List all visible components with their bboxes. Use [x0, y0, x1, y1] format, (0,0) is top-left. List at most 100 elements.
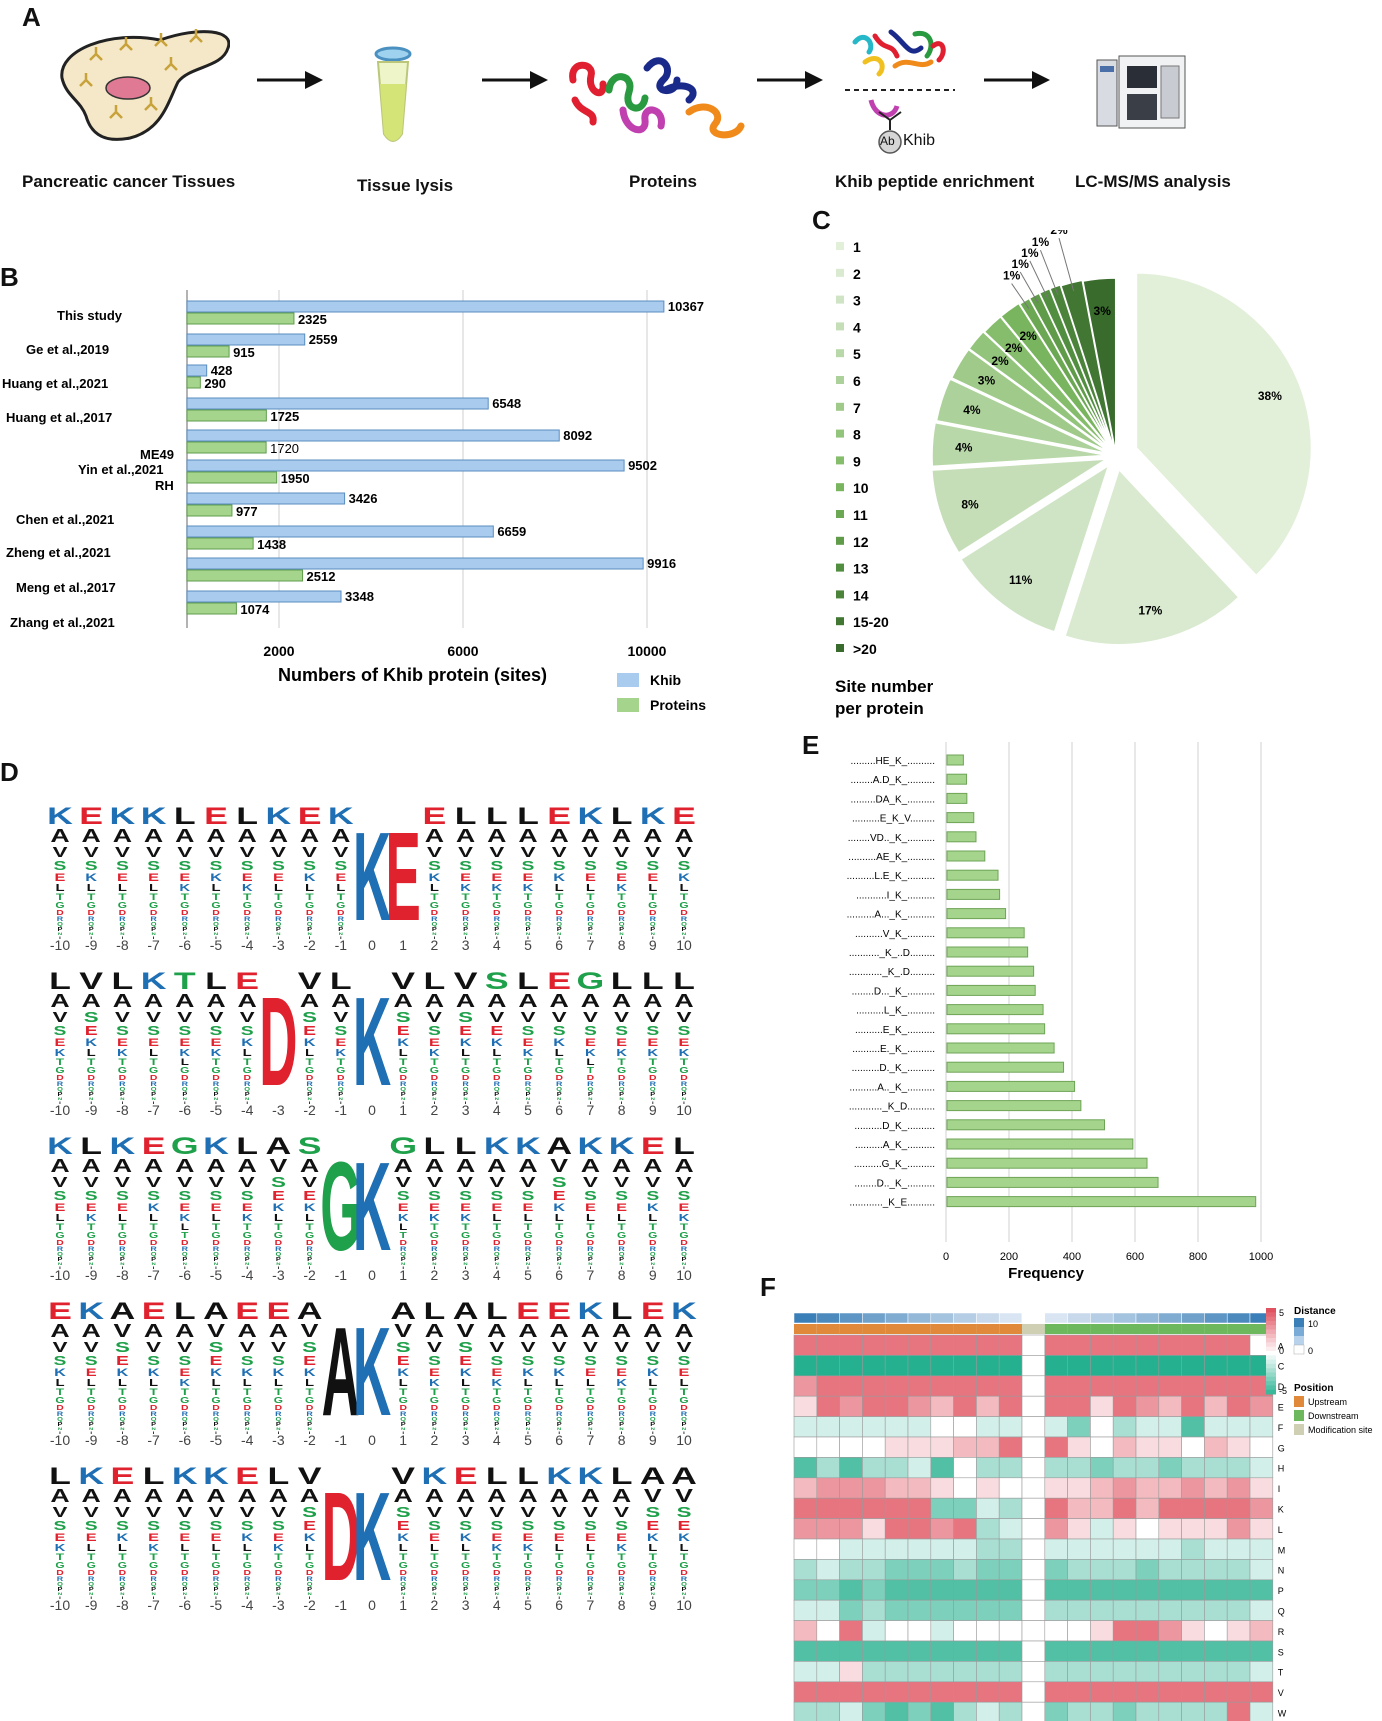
logo-letter: E [429, 1366, 440, 1379]
logo-letter: I [309, 936, 311, 941]
logo-letter: I [465, 1266, 467, 1271]
heatmap-cell [1067, 1559, 1091, 1581]
logo-letter: S [178, 1518, 191, 1533]
logo-letter: P [619, 1257, 625, 1263]
logo-letter: I [90, 1596, 92, 1601]
logo-letter: T [462, 1223, 470, 1233]
logo-letter: E [272, 1188, 285, 1203]
logo-letter: V [552, 1339, 567, 1356]
logo-letter: E [211, 1531, 222, 1544]
logo-letter: E [397, 1023, 410, 1038]
heatmap-cell [998, 1375, 1023, 1397]
heatmap-cell [1226, 1538, 1251, 1560]
heatmap-cell [1067, 1334, 1091, 1356]
logo-letter: E [142, 1132, 166, 1159]
position-tick-label: 9 [649, 1102, 657, 1118]
logo-letter: A [518, 1155, 537, 1176]
logo-letter: D [462, 1239, 470, 1247]
logo-letter: E [678, 1518, 691, 1533]
logo-letter: P [214, 1587, 220, 1593]
logo-letter: K [429, 1212, 441, 1223]
logo-letter: K [304, 1366, 316, 1379]
heatmap-cell [816, 1395, 840, 1417]
legend-swatch [836, 644, 844, 652]
logo-letter: P [682, 1092, 688, 1098]
legend-swatch [836, 510, 844, 518]
legend-label: 1 [853, 239, 861, 255]
heatmap-cell [907, 1477, 932, 1499]
heatmap-cell [1204, 1395, 1228, 1417]
logo-letter: L [49, 967, 71, 994]
logo-letter: G [577, 967, 605, 994]
logo-letter: N [526, 1592, 531, 1597]
logo-letter: D [119, 1404, 127, 1412]
heatmap-cell [862, 1538, 886, 1560]
scale-label: -5 [1279, 1386, 1287, 1396]
logo-letter: G [55, 1232, 64, 1241]
logo-letter: E [55, 1036, 66, 1049]
y-category-label: .........DA_K_.......... [851, 794, 935, 805]
logo-letter: L [523, 1377, 532, 1388]
logo-letter: T [399, 1388, 407, 1398]
bar-value-label: 6659 [497, 524, 526, 539]
heatmap-cell [953, 1620, 977, 1642]
heatmap-cell [1204, 1477, 1228, 1499]
logo-letter: L [118, 1542, 127, 1553]
logo-letter: L [517, 1462, 539, 1489]
logo-letter: I [590, 936, 592, 941]
heatmap-cell [953, 1701, 977, 1721]
row-label: T [1278, 1668, 1284, 1678]
logo-letter: I [683, 1431, 685, 1436]
logo-letter: E [303, 1023, 316, 1038]
bar-value-label: 290 [204, 376, 226, 391]
logo-letter: E [179, 1531, 190, 1544]
logo-letter: A [82, 1485, 101, 1506]
logo-letter: R [88, 1575, 95, 1582]
heatmap-cell [816, 1334, 840, 1356]
position-tick-label: 6 [555, 1102, 563, 1118]
heatmap-cell [1158, 1477, 1182, 1499]
logo-letter: I [496, 1101, 498, 1106]
logo-letter: P [526, 1257, 532, 1263]
heatmap-cell [793, 1640, 818, 1662]
position-tick-label: 0 [368, 937, 376, 953]
logo-letter: V [614, 1009, 629, 1026]
logo-letter: R [88, 1245, 95, 1252]
logo-letter: A [518, 825, 537, 846]
logo-letter: N [619, 1592, 624, 1597]
logo-letter: E [303, 1353, 316, 1368]
position-tick-label: 4 [493, 1102, 501, 1118]
logo-letter: D [56, 909, 64, 917]
logo-letter: P [182, 1257, 188, 1263]
logo-letter: Q [400, 1252, 406, 1258]
logo-letter: P [58, 1422, 64, 1428]
logo-letter: K [616, 1377, 628, 1388]
logo-letter: Q [494, 922, 500, 928]
heatmap-cell [1226, 1416, 1251, 1438]
logo-letter: K [304, 1201, 316, 1214]
position-tick-label: -6 [179, 937, 192, 953]
logo-letter: R [338, 915, 345, 922]
logo-letter: D [680, 1239, 688, 1247]
logo-letter: V [677, 1339, 692, 1356]
logo-letter: T [243, 1058, 251, 1068]
distance-cell [1226, 1312, 1251, 1324]
logo-letter: L [586, 1377, 595, 1388]
heatmap-cell [907, 1579, 932, 1601]
logo-letter: R [119, 1080, 126, 1087]
logo-letter: S [54, 1188, 67, 1203]
heatmap-cell [1067, 1518, 1091, 1540]
heatmap-cell [1044, 1477, 1068, 1499]
bar-proteins [186, 441, 267, 454]
heatmap-cell [1181, 1661, 1205, 1683]
logo-letter: G [399, 1562, 408, 1571]
logo-letter: I [215, 1431, 217, 1436]
heatmap-cell [1226, 1579, 1251, 1601]
logo-letter: T [586, 1388, 594, 1398]
logo-letter: G [617, 1562, 626, 1571]
logo-letter: K [491, 882, 503, 893]
logo-letter: N [183, 1097, 188, 1102]
heatmap-cell [998, 1355, 1023, 1377]
logo-letter: I [527, 1431, 529, 1436]
logo-letter: K [585, 1047, 597, 1058]
